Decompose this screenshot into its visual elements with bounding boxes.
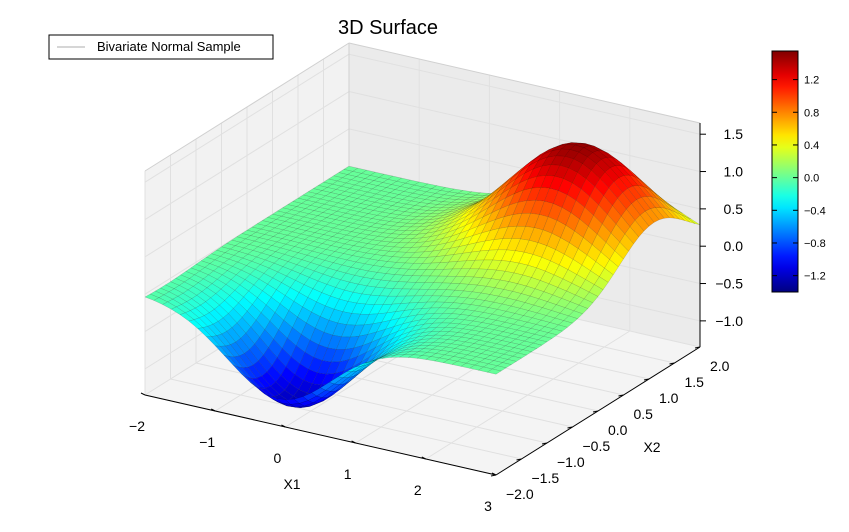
floor-gridline-y bbox=[170, 378, 522, 460]
y-tick-label: −2.0 bbox=[506, 486, 534, 502]
legend-box bbox=[48, 34, 274, 60]
y-tick-label: −0.5 bbox=[583, 438, 611, 454]
surface-patch bbox=[542, 332, 558, 339]
x-tick-mark bbox=[421, 456, 427, 460]
back-gridline-z bbox=[348, 53, 701, 135]
legend: Bivariate Normal Sample bbox=[48, 34, 274, 60]
x-tick-label: 2 bbox=[414, 482, 422, 498]
colorbar: −1.2 −0.8 −0.4 0.0 0.4 0.8 1.2 bbox=[771, 50, 826, 293]
pane-edge bbox=[348, 42, 701, 124]
x-tick-mark bbox=[210, 408, 216, 412]
x-tick-label: 1 bbox=[344, 466, 352, 482]
side-gridline-z bbox=[144, 91, 350, 220]
colorbar-tick-label: 0.0 bbox=[804, 173, 819, 185]
y-tick-mark bbox=[694, 346, 701, 349]
x-tick-mark bbox=[351, 440, 356, 444]
side-gridline-z bbox=[144, 53, 350, 183]
surface-patch bbox=[563, 315, 578, 324]
y-tick-label: −1.5 bbox=[532, 470, 560, 486]
x-tick-label: 0 bbox=[274, 450, 282, 466]
surface-patch bbox=[486, 368, 502, 375]
surface-patch bbox=[634, 214, 650, 232]
y-axis-label: X2 bbox=[643, 439, 660, 455]
colorbar-tick-label: 0.4 bbox=[804, 140, 819, 152]
y-tick-mark bbox=[490, 474, 497, 477]
y-tick-label: −1.0 bbox=[557, 454, 585, 470]
z-tick-label: 0.5 bbox=[724, 201, 744, 217]
surface-patch bbox=[548, 328, 563, 336]
y-tick-mark bbox=[618, 394, 624, 397]
colorbar-tick-label: 1.2 bbox=[804, 75, 819, 87]
colorbar-tick-label: 0.8 bbox=[804, 107, 819, 119]
x-axis-line bbox=[144, 394, 497, 476]
colorbar-tick-label: −0.8 bbox=[804, 238, 826, 250]
surface-patch bbox=[568, 310, 583, 319]
surface-plot bbox=[144, 142, 701, 408]
y-tick-mark bbox=[541, 442, 548, 445]
x-tick-mark bbox=[140, 392, 146, 396]
y-tick-label: 0.0 bbox=[608, 422, 628, 438]
surface-patch bbox=[609, 250, 624, 268]
z-tick-label: −1.0 bbox=[715, 313, 743, 329]
x-tick-mark bbox=[281, 424, 286, 428]
x-axis-label: X1 bbox=[283, 476, 300, 492]
y-tick-mark bbox=[567, 426, 573, 429]
z-tick-label: −0.5 bbox=[715, 276, 743, 292]
y-tick-label: 0.5 bbox=[634, 406, 654, 422]
pane-edge bbox=[144, 42, 350, 172]
x-tick-label: −2 bbox=[129, 418, 145, 434]
z-tick-label: 1.0 bbox=[724, 164, 744, 180]
chart-title: 3D Surface bbox=[338, 17, 438, 39]
y-tick-mark bbox=[516, 458, 522, 461]
z-tick-label: 0.0 bbox=[724, 238, 744, 254]
colorbar-tick-label: −1.2 bbox=[804, 271, 826, 283]
colorbar-tick-label: −0.4 bbox=[804, 205, 826, 217]
x-tick-label: 3 bbox=[484, 498, 492, 514]
y-tick-label: 1.0 bbox=[659, 390, 679, 406]
axis-ticks: −2−10123−2.0−1.5−1.0−0.50.00.51.01.52.0−… bbox=[129, 123, 743, 514]
x-tick-label: −1 bbox=[199, 434, 215, 450]
y-tick-label: 1.5 bbox=[685, 374, 705, 390]
back-gridline-z bbox=[348, 91, 701, 173]
surface-patch bbox=[532, 339, 548, 346]
y-tick-mark bbox=[643, 378, 650, 381]
y-tick-label: 2.0 bbox=[710, 358, 730, 374]
colorbar-gradient bbox=[771, 50, 799, 293]
y-tick-mark bbox=[592, 410, 599, 413]
side-gridline-z bbox=[144, 128, 350, 258]
side-gridline-z bbox=[144, 165, 350, 295]
y-tick-mark bbox=[669, 362, 675, 365]
legend-label: Bivariate Normal Sample bbox=[97, 39, 241, 54]
z-tick-label: 1.5 bbox=[724, 126, 744, 142]
